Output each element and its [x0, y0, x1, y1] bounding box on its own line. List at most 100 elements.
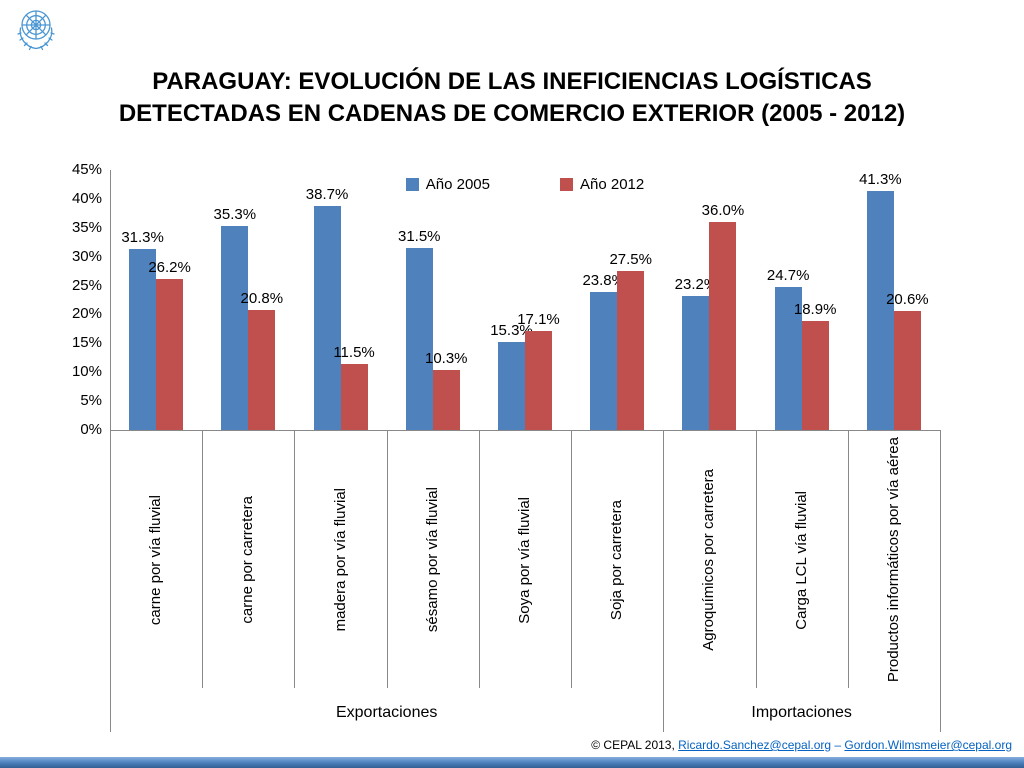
y-axis-tick-label: 40%	[71, 189, 102, 207]
title-line-1: PARAGUAY: EVOLUCIÓN DE LAS INEFICIENCIAS…	[152, 68, 872, 95]
legend-swatch	[405, 178, 419, 191]
x-axis-label-cell: Agroquímicos por carretera	[663, 434, 755, 686]
bar-value-label: 35.3%	[213, 206, 257, 224]
y-axis-tick-label: 10%	[71, 363, 102, 381]
bar-value-label: 17.1%	[517, 311, 560, 329]
bar-value-label: 20.6%	[886, 290, 929, 308]
bar-series-1	[774, 287, 802, 430]
page-title: PARAGUAY: EVOLUCIÓN DE LAS INEFICIENCIAS…	[40, 66, 984, 130]
category-separator-line	[663, 430, 665, 688]
x-axis-label: Productos informáticos por vía aérea	[884, 437, 902, 683]
x-axis-label-cell: carne por carretera	[202, 434, 294, 686]
y-axis-line	[110, 170, 111, 430]
footer-link-gordon-email[interactable]: Gordon.Wilmsmeier@cepal.org	[844, 738, 1012, 752]
axis-group-label: Exportaciones	[335, 704, 438, 721]
y-axis-tick-label: 25%	[71, 276, 102, 294]
legend-item: Año 2005	[405, 176, 490, 193]
x-axis-label: Agroquímicos por carretera	[700, 469, 718, 651]
y-axis-tick-label: 30%	[71, 247, 102, 265]
bar-series-1	[221, 226, 249, 430]
category-separator-line	[571, 430, 573, 688]
bar-series-2	[801, 320, 829, 430]
bar-value-label: 18.9%	[793, 300, 837, 318]
bar-series-2	[432, 370, 460, 430]
bar-value-label: 10.3%	[424, 350, 468, 368]
bar-value-label: 31.3%	[121, 229, 164, 247]
x-axis-label: carne por carretera	[239, 496, 257, 624]
group-separator-line	[663, 688, 665, 732]
x-axis-label-cell: carne por vía fluvial	[110, 434, 202, 686]
x-axis-label-cell: Soja por carretera	[571, 434, 663, 686]
category-separator-line	[294, 430, 296, 688]
bar-series-2	[893, 310, 921, 430]
category-separator-line	[940, 430, 941, 688]
footer-separator: –	[831, 738, 845, 752]
un-logo-icon	[17, 10, 55, 51]
category-separator-line	[847, 430, 849, 688]
legend-swatch	[560, 178, 573, 191]
bar-value-label: 41.3%	[859, 171, 902, 189]
bar-series-1	[313, 206, 341, 430]
x-axis-line	[110, 430, 940, 431]
footer-link-ricardo-email[interactable]: Ricardo.Sanchez@cepal.org	[678, 738, 832, 752]
bar-value-label: 36.0%	[701, 202, 745, 219]
y-axis-tick-label: 45%	[71, 161, 102, 178]
x-axis-label: Soja por carretera	[608, 499, 626, 621]
x-axis-label: Soya por vía fluvial	[515, 496, 533, 624]
bar-series-2	[340, 363, 368, 430]
bar-value-label: 20.8%	[240, 289, 284, 307]
y-axis-tick-label: 15%	[71, 334, 102, 352]
x-axis-label-cell: sésamo por vía fluvial	[387, 434, 479, 686]
bar-series-2	[525, 331, 552, 430]
category-separator-line	[110, 430, 111, 688]
category-separator-line	[202, 430, 204, 688]
bar-series-1	[498, 341, 525, 430]
axis-group-label: Importaciones	[751, 704, 852, 721]
legend-label: Año 2012	[580, 176, 645, 193]
bar-value-label: 31.5%	[397, 228, 441, 245]
bar-value-label: 23.8%	[582, 272, 625, 290]
slide-footer-bar	[0, 757, 1024, 768]
bar-series-1	[866, 191, 894, 430]
bar-value-label: 38.7%	[305, 186, 349, 204]
legend-item: Año 2012	[560, 176, 644, 193]
bar-value-label: 24.7%	[766, 267, 810, 285]
x-axis-label-cell: Carga LCL vía fluvial	[756, 434, 848, 686]
x-axis-label: Carga LCL vía fluvial	[792, 490, 810, 630]
group-separator-line	[110, 688, 111, 732]
y-axis-tick-label: 0%	[80, 421, 102, 438]
category-separator-line	[755, 430, 757, 688]
x-axis-label: sésamo por vía fluvial	[423, 487, 441, 633]
y-axis-tick-label: 5%	[80, 392, 102, 410]
bar-series-1	[682, 295, 710, 430]
bar-series-2	[156, 278, 184, 430]
chart-legend: Año 2005 Año 2012	[110, 176, 940, 193]
title-line-2: DETECTADAS EN CADENAS DE COMERCIO EXTERI…	[118, 100, 906, 127]
y-axis-tick-label: 20%	[71, 305, 102, 323]
legend-label: Año 2005	[425, 176, 490, 193]
bar-series-1	[405, 248, 433, 430]
x-axis-label-cell: madera por vía fluvial	[294, 434, 386, 686]
category-separator-line	[478, 430, 480, 688]
x-axis-label-cell: Soya por vía fluvial	[479, 434, 571, 686]
category-separator-line	[386, 430, 388, 688]
bar-series-1	[129, 249, 157, 430]
group-separator-line	[940, 688, 941, 732]
bar-series-1	[590, 292, 618, 430]
bar-series-2	[617, 271, 645, 430]
bar-value-label: 15.3%	[490, 321, 533, 339]
bar-value-label: 23.2%	[674, 275, 718, 293]
x-axis-label: carne por vía fluvial	[147, 494, 165, 626]
bar-series-2	[248, 309, 276, 430]
footer: © CEPAL 2013, Ricardo.Sanchez@cepal.org …	[591, 738, 1012, 752]
x-axis-label-cell: Productos informáticos por vía aérea	[848, 434, 940, 686]
x-axis-label: madera por vía fluvial	[331, 488, 349, 632]
bar-series-2	[709, 222, 737, 430]
y-axis-tick-label: 35%	[71, 218, 102, 236]
bar-value-label: 11.5%	[333, 343, 375, 361]
footer-copyright: © CEPAL 2013,	[591, 738, 679, 752]
bar-value-label: 27.5%	[609, 251, 652, 269]
bar-value-label: 26.2%	[148, 258, 191, 276]
